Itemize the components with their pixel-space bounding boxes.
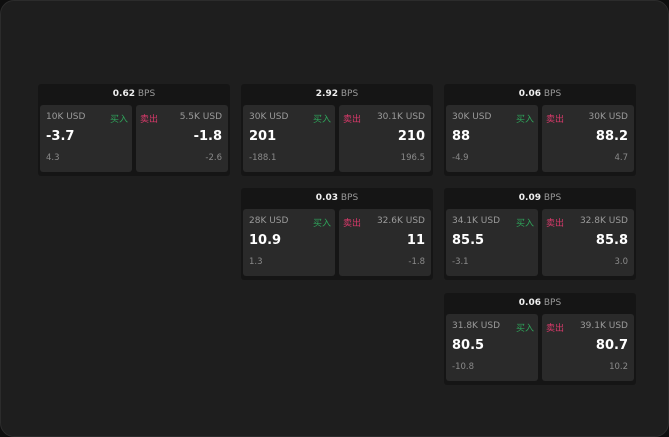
buy-price: 85.5 (452, 233, 485, 248)
spread-header: 2.92 BPS (241, 84, 433, 105)
sell-change: -2.6 (205, 153, 222, 163)
buy-price: 88 (452, 129, 471, 144)
sell-size: 5.5K USD (179, 112, 222, 122)
quote-card: 0.03 BPS 28K USD 买入 10.9 1.3 卖出 32.6K US… (241, 188, 433, 280)
sell-price: -1.8 (193, 129, 222, 144)
sell-change: -1.8 (408, 257, 425, 267)
sell-label: 卖出 (343, 219, 362, 229)
sell-label: 卖出 (546, 324, 565, 334)
spread-header: 0.62 BPS (38, 84, 230, 105)
spread-unit: BPS (340, 89, 359, 99)
buy-size: 30K USD (452, 112, 492, 122)
spread-unit: BPS (340, 193, 359, 203)
spread-value: 0.09 (518, 193, 541, 203)
buy-size: 34.1K USD (452, 216, 501, 226)
spread-value: 2.92 (315, 89, 338, 99)
buy-label: 买入 (515, 115, 534, 125)
quote-card: 0.06 BPS 30K USD 买入 88 -4.9 卖出 30K USD 8… (444, 84, 636, 176)
buy-panel[interactable]: 31.8K USD 买入 80.5 -10.8 (446, 314, 538, 381)
spread-value: 0.62 (112, 89, 135, 99)
spread-header: 0.06 BPS (444, 293, 636, 314)
sell-change: 4.7 (614, 153, 628, 163)
buy-panel[interactable]: 28K USD 买入 10.9 1.3 (243, 209, 335, 276)
sell-change: 10.2 (609, 362, 628, 372)
buy-label: 买入 (312, 219, 331, 229)
sell-panel[interactable]: 卖出 32.8K USD 85.8 3.0 (542, 209, 634, 276)
buy-label: 买入 (109, 115, 128, 125)
spread-unit: BPS (543, 298, 562, 308)
sell-panel[interactable]: 卖出 30K USD 88.2 4.7 (542, 105, 634, 172)
spread-value: 0.06 (518, 298, 541, 308)
quote-card: 2.92 BPS 30K USD 买入 201 -188.1 卖出 30.1K … (241, 84, 433, 176)
spread-header: 0.09 BPS (444, 188, 636, 209)
sell-label: 卖出 (546, 115, 565, 125)
sell-price: 85.8 (595, 233, 628, 248)
buy-label: 买入 (515, 219, 534, 229)
sell-size: 32.6K USD (376, 216, 425, 226)
sell-panel[interactable]: 卖出 32.6K USD 11 -1.8 (339, 209, 431, 276)
spread-unit: BPS (543, 89, 562, 99)
sell-change: 3.0 (614, 257, 628, 267)
buy-change: 4.3 (46, 153, 60, 163)
buy-size: 31.8K USD (452, 321, 501, 331)
spread-header: 0.03 BPS (241, 188, 433, 209)
buy-price: 201 (249, 129, 277, 144)
quote-card: 0.62 BPS 10K USD 买入 -3.7 4.3 卖出 5.5K USD… (38, 84, 230, 176)
buy-change: -188.1 (249, 153, 277, 163)
sell-change: 196.5 (400, 153, 425, 163)
buy-size: 10K USD (46, 112, 86, 122)
buy-panel[interactable]: 34.1K USD 买入 85.5 -3.1 (446, 209, 538, 276)
sell-panel[interactable]: 卖出 39.1K USD 80.7 10.2 (542, 314, 634, 381)
buy-size: 30K USD (249, 112, 289, 122)
buy-label: 买入 (515, 324, 534, 334)
sell-size: 30K USD (588, 112, 628, 122)
sell-price: 11 (406, 233, 425, 248)
sell-panel[interactable]: 卖出 30.1K USD 210 196.5 (339, 105, 431, 172)
spread-header: 0.06 BPS (444, 84, 636, 105)
sell-label: 卖出 (140, 115, 159, 125)
buy-change: -10.8 (452, 362, 474, 372)
buy-change: -4.9 (452, 153, 469, 163)
buy-change: -3.1 (452, 257, 469, 267)
sell-label: 卖出 (343, 115, 362, 125)
sell-panel[interactable]: 卖出 5.5K USD -1.8 -2.6 (136, 105, 228, 172)
buy-panel[interactable]: 30K USD 买入 201 -188.1 (243, 105, 335, 172)
spread-value: 0.03 (315, 193, 338, 203)
sell-price: 88.2 (595, 129, 628, 144)
sell-label: 卖出 (546, 219, 565, 229)
buy-price: 80.5 (452, 338, 485, 353)
buy-price: 10.9 (249, 233, 282, 248)
buy-change: 1.3 (249, 257, 263, 267)
quote-card: 0.06 BPS 31.8K USD 买入 80.5 -10.8 卖出 39.1… (444, 293, 636, 385)
sell-size: 32.8K USD (579, 216, 628, 226)
sell-price: 210 (397, 129, 425, 144)
spread-value: 0.06 (518, 89, 541, 99)
buy-price: -3.7 (46, 129, 75, 144)
spread-unit: BPS (543, 193, 562, 203)
quote-card: 0.09 BPS 34.1K USD 买入 85.5 -3.1 卖出 32.8K… (444, 188, 636, 280)
sell-price: 80.7 (595, 338, 628, 353)
sell-size: 39.1K USD (579, 321, 628, 331)
buy-panel[interactable]: 10K USD 买入 -3.7 4.3 (40, 105, 132, 172)
buy-label: 买入 (312, 115, 331, 125)
buy-panel[interactable]: 30K USD 买入 88 -4.9 (446, 105, 538, 172)
spread-unit: BPS (137, 89, 156, 99)
buy-size: 28K USD (249, 216, 289, 226)
sell-size: 30.1K USD (376, 112, 425, 122)
